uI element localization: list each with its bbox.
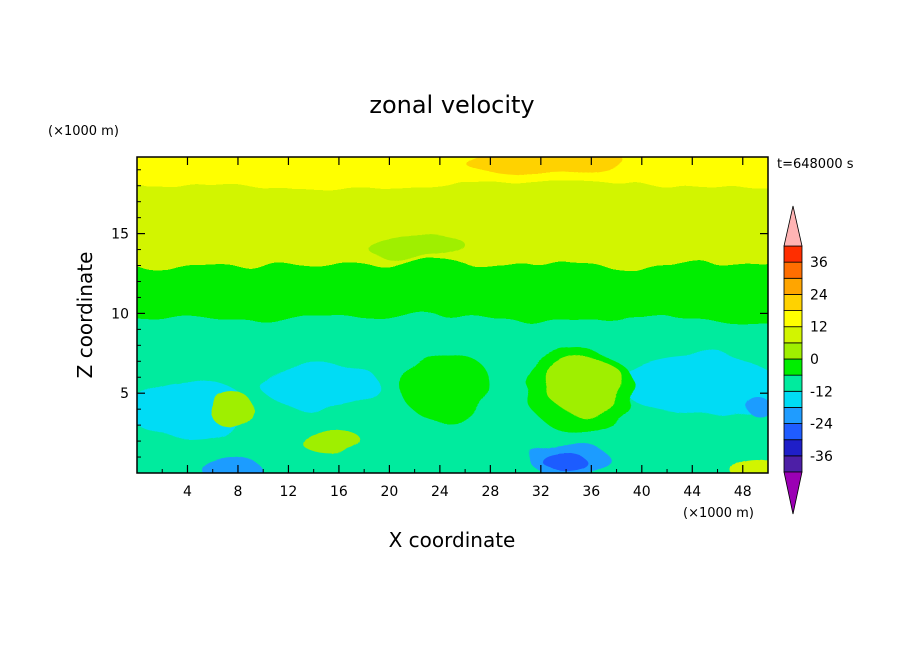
colorbar-swatch xyxy=(783,455,803,473)
x-tick-label: 36 xyxy=(582,484,600,500)
y-unit-label: (×1000 m) xyxy=(48,124,119,139)
colorbar-over-triangle xyxy=(783,205,803,247)
colorbar-swatch xyxy=(783,358,803,376)
x-unit-label: (×1000 m) xyxy=(683,506,754,521)
contour-field xyxy=(137,157,768,473)
y-tick-label: 5 xyxy=(120,386,129,402)
colorbar-tick-label: 0 xyxy=(810,352,819,368)
colorbar-tick-label: 36 xyxy=(810,255,828,271)
region-blue-deep xyxy=(543,454,587,470)
region-blue-low-left xyxy=(202,458,262,473)
colorbar-swatch xyxy=(783,261,803,279)
colorbar-tick-label: 12 xyxy=(810,320,828,336)
region-orange-top xyxy=(465,157,625,176)
y-tick-label: 15 xyxy=(111,227,129,243)
colorbar-swatch xyxy=(783,374,803,392)
chart-title: zonal velocity xyxy=(369,91,534,119)
colorbar-swatch xyxy=(783,294,803,311)
x-tick-label: 48 xyxy=(734,484,752,500)
colorbar: 36 24 12 0 -12 -24 -36 xyxy=(783,205,833,515)
colorbar-tick-label: -36 xyxy=(810,449,833,465)
region-lime-left xyxy=(210,392,254,428)
x-tick-label: 8 xyxy=(233,484,242,500)
x-tick-label: 28 xyxy=(481,484,499,500)
x-tick-label: 32 xyxy=(532,484,550,500)
colorbar-swatch xyxy=(783,390,803,408)
colorbar-swatch xyxy=(783,342,803,360)
x-tick-label: 40 xyxy=(633,484,651,500)
colorbar-under-triangle xyxy=(783,471,803,515)
region-yellow-corner xyxy=(730,458,768,473)
x-tick-label: 4 xyxy=(183,484,192,500)
y-axis-label: Z coordinate xyxy=(73,252,97,379)
x-tick-label: 16 xyxy=(330,484,348,500)
y-tick-label: 10 xyxy=(111,306,129,322)
x-axis-ticks: 4 8 12 16 20 24 28 32 36 40 44 48 xyxy=(161,157,752,500)
time-label: t=648000 s xyxy=(777,157,854,172)
colorbar-swatch xyxy=(783,407,803,424)
colorbar-tick-label: 24 xyxy=(810,287,828,303)
colorbar-swatch xyxy=(783,326,803,344)
colorbar-tick-label: -24 xyxy=(810,417,833,433)
x-axis-label: X coordinate xyxy=(389,528,516,552)
x-tick-label: 12 xyxy=(280,484,298,500)
region-cyan-right xyxy=(620,355,768,415)
x-tick-label: 20 xyxy=(380,484,398,500)
colorbar-swatch xyxy=(783,245,803,263)
plot-frame xyxy=(136,156,769,474)
region-blue-right-edge xyxy=(743,394,767,412)
y-axis-ticks: 5 10 15 xyxy=(111,169,768,458)
colorbar-swatch xyxy=(783,277,803,295)
x-tick-label: 44 xyxy=(683,484,701,500)
region-green-lower xyxy=(400,350,490,420)
colorbar-swatch xyxy=(783,310,803,328)
region-lime-right xyxy=(545,357,625,413)
colorbar-tick-label: -12 xyxy=(810,384,833,400)
x-tick-label: 24 xyxy=(431,484,449,500)
region-cyan-mid xyxy=(260,363,380,407)
region-lime-upper xyxy=(370,238,470,262)
colorbar-swatch xyxy=(783,439,803,457)
colorbar-swatch xyxy=(783,423,803,441)
region-lime-lower xyxy=(300,428,360,452)
